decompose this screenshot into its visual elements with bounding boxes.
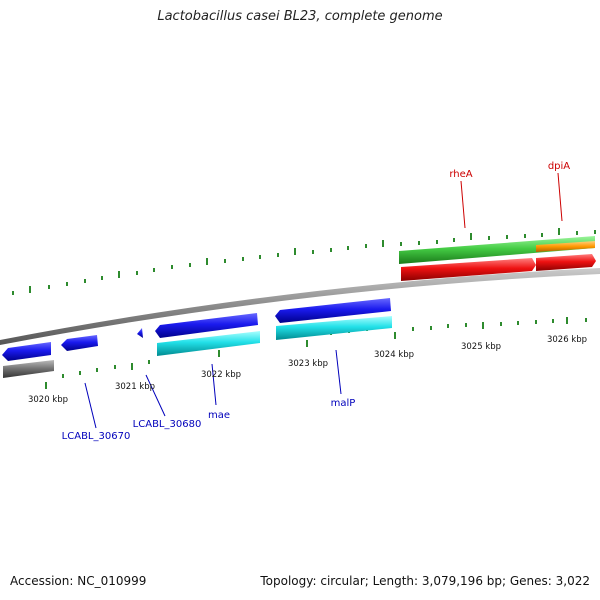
callout-lines [84, 172, 563, 429]
cds-arrow-dpiA[interactable] [536, 254, 596, 271]
cds-arrow-mae[interactable] [157, 331, 260, 356]
genome-title: Lactobacillus casei BL23, complete genom… [157, 9, 443, 24]
scale-label-3025: 3025 kbp [461, 342, 501, 352]
gene-label-dpiA[interactable]: dpiA [548, 161, 570, 172]
gene-arrow-malP[interactable] [275, 298, 391, 323]
scale-label-3020: 3020 kbp [28, 395, 68, 405]
scale-labels: 3020 kbp 3021 kbp 3022 kbp 3023 kbp 3024… [28, 335, 587, 405]
gene-label-rheA[interactable]: rheA [449, 169, 472, 180]
gene-label-LCABL_30680[interactable]: LCABL_30680 [133, 419, 202, 430]
scale-label-3024: 3024 kbp [374, 350, 414, 360]
genome-backbone [0, 268, 600, 345]
cds-arrow-malP[interactable] [276, 316, 392, 340]
gene-labels: rheA dpiA LCABL_30670 LCABL_30680 mae ma… [62, 161, 571, 442]
cds-arrow-rheA[interactable] [401, 258, 536, 281]
gene-arrow-far-left[interactable] [2, 342, 51, 361]
gene-arrow-mae[interactable] [155, 313, 258, 338]
gene-label-LCABL_30670[interactable]: LCABL_30670 [62, 431, 131, 442]
scale-label-3021: 3021 kbp [115, 382, 155, 392]
gene-arrow-rheA[interactable] [399, 236, 595, 264]
reverse-features [2, 298, 392, 378]
gene-arrow-gray[interactable] [3, 360, 54, 378]
forward-tick-row [12, 228, 596, 295]
scale-label-3023: 3023 kbp [288, 359, 328, 369]
gene-arrow-LCABL_30680[interactable] [137, 328, 143, 338]
genome-summary-text: Topology: circular; Length: 3,079,196 bp… [260, 574, 590, 588]
accession-text: Accession: NC_010999 [10, 574, 147, 588]
gene-label-mae[interactable]: mae [208, 410, 230, 421]
gene-label-malP[interactable]: malP [331, 398, 356, 409]
cds-arrow-dpiA-orange[interactable] [536, 241, 595, 252]
gene-arrow-LCABL_30670[interactable] [61, 335, 98, 351]
scale-label-3026: 3026 kbp [547, 335, 587, 345]
scale-label-3022: 3022 kbp [201, 370, 241, 380]
forward-features [399, 236, 596, 281]
